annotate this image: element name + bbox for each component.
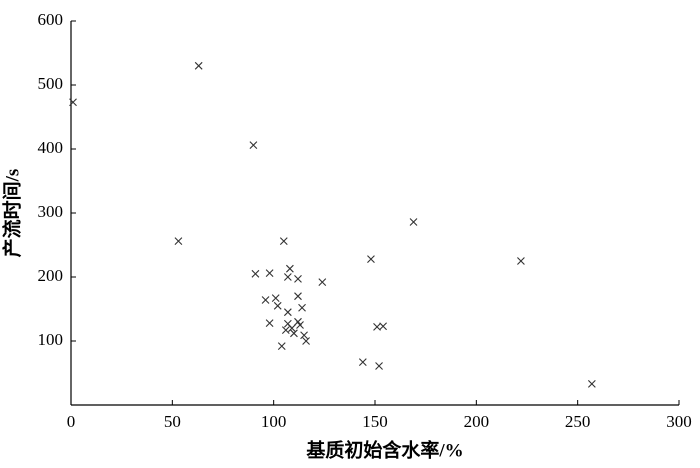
point bbox=[288, 324, 296, 333]
point bbox=[290, 329, 298, 338]
point bbox=[298, 303, 306, 312]
point bbox=[279, 237, 288, 246]
y-tick-label: 500 bbox=[38, 74, 64, 93]
point-stroke bbox=[194, 61, 203, 70]
point bbox=[174, 237, 183, 246]
point-stroke bbox=[302, 337, 310, 345]
x-tick-label: 200 bbox=[464, 412, 490, 431]
point-stroke bbox=[261, 296, 270, 304]
point-stroke bbox=[285, 264, 294, 273]
point bbox=[273, 301, 282, 310]
y-axis-title: 产流时间/s bbox=[0, 169, 23, 258]
point bbox=[318, 278, 327, 287]
point-stroke bbox=[174, 237, 183, 246]
point-stroke bbox=[379, 322, 387, 331]
x-tick-label: 250 bbox=[565, 412, 591, 431]
point bbox=[302, 337, 310, 345]
x-tick-label: 50 bbox=[164, 412, 181, 431]
point-stroke bbox=[288, 324, 296, 333]
point-stroke bbox=[367, 255, 375, 263]
point-stroke bbox=[300, 331, 308, 340]
point-stroke bbox=[273, 301, 282, 310]
point-stroke bbox=[296, 321, 304, 329]
point bbox=[194, 61, 203, 70]
x-tick-label: 150 bbox=[362, 412, 388, 431]
point-stroke bbox=[265, 269, 274, 278]
point bbox=[69, 98, 77, 107]
point bbox=[283, 308, 292, 317]
point-stroke bbox=[69, 98, 77, 107]
point bbox=[294, 292, 302, 301]
point-stroke bbox=[281, 326, 290, 335]
point-stroke bbox=[277, 342, 286, 351]
point-stroke bbox=[517, 257, 525, 265]
point-stroke bbox=[265, 319, 274, 327]
point-stroke bbox=[251, 269, 260, 278]
point bbox=[261, 296, 270, 304]
x-tick-label: 0 bbox=[67, 412, 76, 431]
point-stroke bbox=[279, 237, 288, 246]
y-tick-label: 200 bbox=[38, 266, 64, 285]
point-stroke bbox=[358, 358, 367, 367]
point-stroke bbox=[283, 319, 292, 328]
y-tick-label: 600 bbox=[38, 10, 64, 29]
point-stroke bbox=[294, 275, 302, 283]
y-tick-label: 300 bbox=[38, 202, 64, 221]
point bbox=[285, 264, 294, 273]
point bbox=[265, 319, 274, 327]
point-stroke bbox=[373, 323, 381, 331]
x-tick-label: 100 bbox=[261, 412, 287, 431]
point-stroke bbox=[294, 317, 302, 326]
point-stroke bbox=[318, 278, 327, 287]
point bbox=[251, 269, 260, 278]
point-stroke bbox=[294, 292, 302, 301]
point bbox=[249, 141, 258, 150]
point bbox=[294, 275, 302, 283]
point bbox=[265, 269, 274, 278]
y-tick-label: 100 bbox=[38, 330, 64, 349]
point-stroke bbox=[375, 362, 383, 370]
point-stroke bbox=[249, 141, 258, 150]
point bbox=[271, 294, 280, 303]
point bbox=[367, 255, 375, 263]
point bbox=[517, 257, 525, 265]
point-stroke bbox=[283, 273, 292, 281]
point-stroke bbox=[409, 218, 418, 226]
point bbox=[277, 342, 286, 351]
point bbox=[379, 322, 387, 331]
point bbox=[300, 331, 308, 340]
x-axis-title: 基质初始含水率/% bbox=[305, 438, 463, 461]
x-tick-label: 300 bbox=[666, 412, 692, 431]
point-stroke bbox=[271, 294, 280, 303]
point bbox=[587, 379, 596, 388]
point bbox=[358, 358, 367, 367]
point-stroke bbox=[298, 303, 306, 312]
point-stroke bbox=[290, 329, 298, 338]
point bbox=[283, 273, 292, 281]
point-stroke bbox=[283, 308, 292, 317]
point-stroke bbox=[587, 379, 596, 388]
point bbox=[296, 321, 304, 329]
point bbox=[375, 362, 383, 370]
y-tick-label: 400 bbox=[38, 138, 64, 157]
point bbox=[281, 326, 290, 335]
point bbox=[409, 218, 418, 226]
